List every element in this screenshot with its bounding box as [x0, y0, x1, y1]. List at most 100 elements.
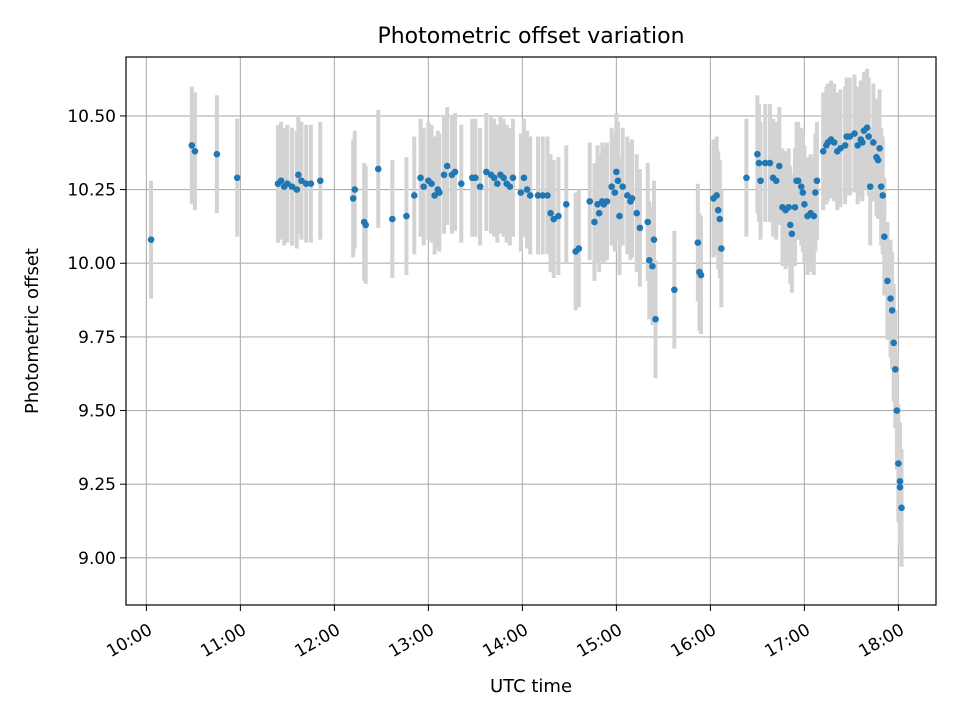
data-point: [547, 209, 554, 217]
data-point: [603, 198, 611, 205]
data-point: [534, 192, 542, 199]
data-points: [147, 124, 905, 512]
data-point: [877, 183, 885, 190]
plot-frame: [125, 56, 937, 606]
data-point: [277, 177, 285, 185]
y-tick-label: 10.50: [67, 107, 116, 127]
data-point: [288, 183, 296, 190]
data-point: [633, 209, 641, 217]
data-point: [896, 483, 904, 491]
data-point: [837, 145, 844, 152]
data-point: [898, 504, 905, 512]
data-point: [428, 180, 435, 187]
data-point: [307, 180, 315, 187]
data-point: [284, 180, 291, 187]
data-point: [613, 168, 620, 176]
data-point: [876, 145, 883, 152]
data-point: [891, 366, 899, 373]
data-point: [619, 183, 626, 190]
y-tick-label: 10.00: [67, 254, 116, 274]
data-point: [389, 215, 396, 223]
y-tick-label: 9.00: [78, 549, 116, 569]
data-point: [649, 262, 656, 270]
data-point: [810, 212, 818, 220]
data-point: [797, 183, 805, 190]
data-point: [761, 159, 769, 167]
data-point: [887, 295, 894, 302]
data-point: [472, 174, 479, 182]
data-point: [716, 215, 724, 223]
data-point: [697, 271, 705, 279]
data-point: [713, 192, 720, 199]
data-point: [374, 165, 382, 173]
data-point: [830, 139, 838, 146]
data-point: [147, 236, 155, 243]
y-axis-label: Photometric offset: [22, 248, 43, 414]
data-point: [788, 230, 796, 238]
data-point: [888, 307, 896, 314]
data-point: [436, 189, 443, 196]
data-point: [431, 192, 438, 199]
data-point: [594, 201, 601, 208]
data-point: [476, 183, 484, 190]
data-point: [624, 192, 631, 199]
data-point: [791, 203, 799, 211]
data-point: [611, 189, 619, 196]
data-point: [349, 195, 357, 202]
x-axis-label: UTC time: [490, 676, 572, 697]
data-point: [494, 180, 501, 187]
data-point: [410, 192, 418, 199]
data-point: [846, 133, 854, 140]
data-point: [506, 183, 514, 190]
data-point: [490, 174, 498, 182]
data-point: [417, 174, 424, 182]
data-point: [819, 147, 827, 155]
data-point: [316, 177, 324, 185]
data-point: [440, 171, 448, 179]
data-point: [794, 177, 802, 185]
data-point: [859, 139, 866, 146]
data-point: [586, 198, 594, 205]
data-point: [896, 477, 904, 485]
data-point: [776, 162, 783, 170]
data-point: [420, 183, 427, 190]
data-point: [188, 142, 196, 149]
data-point: [718, 245, 725, 252]
data-point: [766, 159, 774, 167]
data-point: [295, 171, 302, 179]
y-tick-label: 9.50: [78, 402, 116, 422]
data-point: [884, 277, 891, 285]
data-point: [523, 186, 531, 193]
data-point: [799, 189, 807, 196]
data-point: [645, 256, 653, 264]
data-point: [351, 186, 359, 193]
data-point: [813, 177, 821, 185]
data-point: [233, 174, 241, 182]
chart-title: Photometric offset variation: [377, 24, 684, 49]
data-point: [854, 142, 861, 149]
data-point: [879, 192, 887, 199]
data-point: [595, 209, 603, 217]
y-tick-label: 9.75: [78, 328, 116, 348]
data-point: [293, 186, 301, 193]
data-point: [302, 180, 310, 187]
data-point: [443, 162, 451, 170]
data-point: [500, 174, 507, 182]
data-point: [362, 221, 370, 229]
data-point: [483, 168, 490, 176]
data-point: [644, 218, 652, 226]
data-point: [544, 192, 551, 199]
data-point: [608, 183, 615, 190]
data-point: [851, 130, 858, 137]
data-point: [743, 174, 750, 182]
data-point: [880, 233, 888, 241]
data-point: [874, 156, 882, 164]
data-point: [866, 183, 874, 190]
data-point: [520, 174, 528, 182]
data-point: [785, 203, 793, 211]
data-point: [555, 212, 562, 220]
data-point: [694, 239, 702, 246]
data-point: [757, 177, 764, 185]
data-point: [754, 150, 761, 158]
data-point: [614, 177, 622, 185]
